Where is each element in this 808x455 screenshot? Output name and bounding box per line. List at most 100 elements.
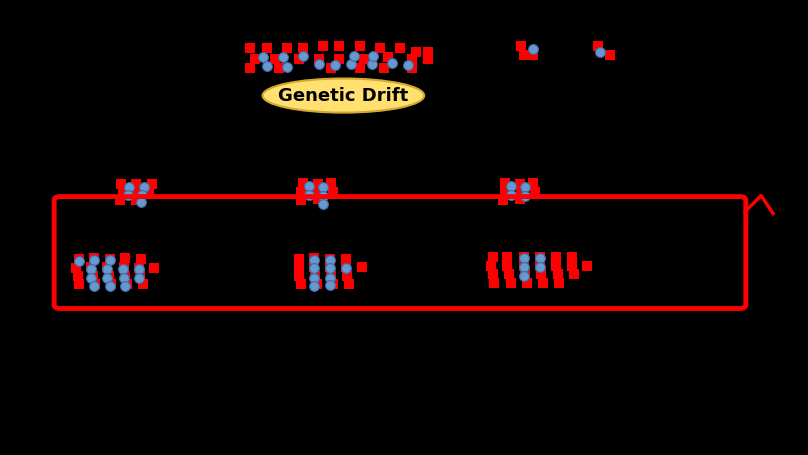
Point: [244, 65, 257, 72]
Point: [519, 192, 532, 199]
Point: [307, 282, 320, 289]
Point: [88, 280, 101, 288]
Point: [73, 256, 86, 263]
Point: [131, 188, 144, 196]
Point: [326, 188, 339, 196]
Point: [549, 262, 562, 269]
Point: [280, 64, 293, 71]
Point: [535, 271, 548, 278]
Point: [303, 191, 316, 198]
Point: [256, 53, 269, 61]
Point: [117, 274, 130, 281]
Point: [137, 281, 149, 288]
Point: [485, 262, 498, 269]
Point: [517, 253, 530, 261]
Point: [244, 44, 257, 51]
Point: [406, 65, 419, 72]
Point: [519, 183, 532, 190]
Point: [276, 53, 289, 61]
Point: [406, 56, 419, 63]
Point: [333, 42, 346, 49]
Point: [145, 181, 158, 188]
Point: [580, 262, 593, 269]
Point: [326, 281, 339, 288]
Point: [103, 282, 116, 289]
Point: [309, 272, 322, 279]
Point: [505, 191, 518, 198]
Point: [307, 263, 320, 271]
Point: [104, 281, 117, 288]
Point: [513, 181, 526, 188]
Point: [295, 197, 308, 204]
Point: [73, 281, 86, 288]
Point: [533, 253, 546, 261]
Point: [402, 61, 415, 68]
Point: [488, 279, 501, 287]
Point: [133, 266, 145, 273]
Point: [119, 255, 132, 262]
Point: [71, 272, 84, 279]
Point: [410, 49, 423, 56]
Point: [528, 188, 541, 196]
Point: [136, 191, 149, 198]
Point: [501, 253, 514, 261]
Point: [497, 197, 510, 204]
Point: [116, 188, 129, 196]
Point: [604, 51, 617, 58]
Point: [517, 51, 530, 58]
Point: [280, 44, 293, 51]
Point: [272, 65, 285, 72]
Point: [317, 200, 330, 207]
Point: [73, 258, 86, 265]
Point: [323, 263, 336, 271]
Point: [517, 262, 530, 269]
Point: [113, 197, 126, 204]
Point: [537, 279, 549, 287]
Point: [147, 264, 160, 271]
Point: [115, 181, 128, 188]
Point: [325, 272, 338, 279]
Point: [133, 274, 145, 281]
Point: [347, 52, 360, 60]
Point: [307, 265, 320, 272]
Point: [356, 263, 368, 271]
Ellipse shape: [263, 78, 424, 113]
Point: [135, 199, 148, 206]
Point: [513, 196, 526, 203]
Point: [143, 188, 156, 196]
Point: [591, 42, 604, 49]
Point: [567, 271, 580, 278]
Point: [303, 182, 316, 189]
Point: [323, 282, 336, 289]
Point: [297, 52, 309, 59]
Point: [87, 282, 100, 289]
Point: [307, 274, 320, 281]
Point: [292, 272, 305, 279]
Point: [517, 263, 530, 271]
Point: [311, 196, 324, 203]
Point: [517, 272, 530, 279]
Point: [501, 262, 514, 269]
Point: [422, 49, 435, 56]
Text: Genetic Drift: Genetic Drift: [278, 86, 409, 105]
Point: [103, 257, 116, 264]
Point: [333, 56, 346, 63]
Point: [85, 263, 98, 271]
Point: [87, 255, 100, 262]
Point: [129, 197, 142, 204]
Point: [310, 280, 323, 288]
Point: [549, 253, 562, 261]
Point: [551, 271, 564, 278]
Point: [292, 263, 305, 271]
Point: [295, 188, 308, 196]
Point: [292, 56, 305, 63]
Point: [317, 184, 330, 191]
Point: [566, 262, 579, 269]
Point: [422, 56, 435, 63]
Point: [101, 274, 114, 281]
Point: [87, 257, 100, 264]
Point: [499, 188, 511, 196]
Point: [69, 264, 82, 271]
Point: [519, 271, 532, 278]
Point: [515, 42, 528, 49]
